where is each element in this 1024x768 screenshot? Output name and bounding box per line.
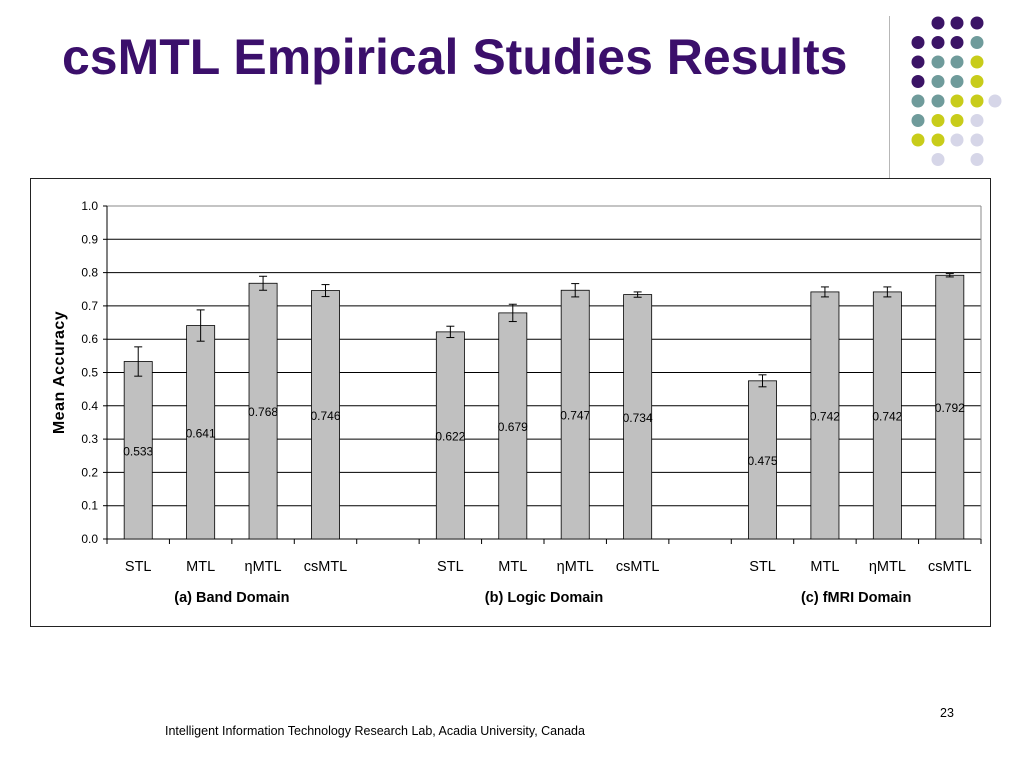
bar: [560, 289, 590, 540]
bar: [248, 282, 278, 540]
y-tick-label: 0.2: [81, 465, 98, 479]
bar: [435, 331, 465, 540]
bar: [498, 312, 528, 540]
x-tick-label: MTL: [498, 559, 527, 575]
decorative-dot: [950, 114, 964, 127]
y-tick-label: 0.0: [81, 532, 98, 546]
x-tick-label: ηMTL: [869, 559, 906, 575]
decorative-dot: [970, 75, 984, 88]
slide-title: csMTL Empirical Studies Results: [62, 29, 848, 85]
x-tick-label: ηMTL: [245, 559, 282, 575]
decorative-dot: [950, 36, 964, 49]
y-tick-label: 0.9: [81, 232, 98, 246]
decorative-dot: [911, 114, 925, 127]
data-label: 0.768: [248, 405, 278, 419]
y-tick-label: 0.8: [81, 266, 98, 280]
decorative-dot: [911, 36, 925, 49]
x-tick-label: csMTL: [928, 559, 972, 575]
data-label: 0.792: [935, 401, 965, 415]
x-tick-label: STL: [749, 559, 776, 575]
bar: [623, 294, 653, 540]
decorative-dot: [970, 114, 984, 127]
decorative-dot: [911, 75, 925, 88]
decorative-dot: [931, 133, 945, 147]
decorative-dot: [950, 16, 964, 30]
data-label: 0.641: [186, 426, 216, 440]
page-number: 23: [940, 706, 954, 720]
y-tick-label: 0.5: [81, 366, 98, 380]
bar: [748, 380, 777, 540]
x-tick-label: ηMTL: [557, 559, 594, 575]
bar: [123, 361, 153, 540]
x-tick-label: MTL: [186, 559, 215, 575]
decorative-dot: [970, 16, 984, 30]
group-label: (a) Band Domain: [174, 590, 289, 606]
decorative-dot: [970, 133, 984, 147]
bar: [872, 291, 902, 540]
decorative-dot: [931, 94, 945, 108]
group-label: (b) Logic Domain: [485, 590, 603, 606]
footer-text: Intelligent Information Technology Resea…: [165, 724, 585, 738]
x-tick-label: STL: [437, 559, 464, 575]
data-label: 0.622: [435, 429, 465, 443]
x-tick-label: MTL: [810, 559, 839, 575]
y-tick-label: 0.6: [81, 332, 98, 346]
decorative-dot: [970, 94, 984, 108]
x-tick-label: csMTL: [304, 559, 348, 575]
data-label: 0.533: [123, 444, 153, 458]
decorative-dot: [970, 55, 984, 69]
bar-chart: 0.0 0.1 0.2 0.3 0.4 0.5 0.6 0.7 0.8 0.9 1.0 Mean Ac…: [51, 199, 982, 606]
chart-frame: 0.0 0.1 0.2 0.3 0.4 0.5 0.6 0.7 0.8 0.9 1.0 Mean Ac…: [30, 178, 991, 627]
data-label: 0.679: [498, 420, 528, 434]
group-label: (c) fMRI Domain: [801, 590, 911, 606]
decorative-dot: [988, 94, 1002, 108]
decorative-dot: [931, 55, 945, 69]
x-tick-label: STL: [125, 559, 152, 575]
bar: [935, 274, 965, 540]
decorative-dot: [931, 75, 945, 88]
data-label: 0.747: [560, 409, 590, 423]
data-label: 0.742: [810, 409, 840, 423]
y-axis-label: Mean Accuracy: [51, 311, 68, 434]
y-tick-label: 0.3: [81, 432, 98, 446]
decorative-dot: [950, 94, 964, 108]
decorative-dot: [970, 36, 984, 49]
data-label: 0.475: [747, 454, 777, 468]
decorative-dot: [931, 16, 945, 30]
bar: [810, 291, 840, 540]
decorative-dot: [970, 153, 984, 166]
decorative-dot: [931, 114, 945, 127]
bar: [186, 325, 216, 540]
decorative-dot: [911, 94, 925, 108]
decorative-dot: [950, 75, 964, 88]
decorative-dot: [911, 55, 925, 69]
y-tick-label: 0.7: [81, 299, 98, 313]
decorative-dot: [950, 55, 964, 69]
data-label: 0.746: [310, 409, 340, 423]
bar: [311, 290, 340, 540]
decorative-dot-grid: [911, 16, 1002, 166]
decorative-dot: [950, 133, 964, 147]
decorative-dot: [911, 133, 925, 147]
data-label: 0.734: [623, 411, 653, 425]
x-tick-label: csMTL: [616, 559, 660, 575]
divider-line: [889, 16, 890, 178]
decorative-dot: [931, 153, 945, 166]
data-label: 0.742: [872, 409, 902, 423]
y-tick-label: 0.4: [81, 399, 98, 413]
decorative-dot: [931, 36, 945, 49]
y-tick-label: 1.0: [81, 199, 98, 213]
y-tick-label: 0.1: [81, 499, 98, 513]
